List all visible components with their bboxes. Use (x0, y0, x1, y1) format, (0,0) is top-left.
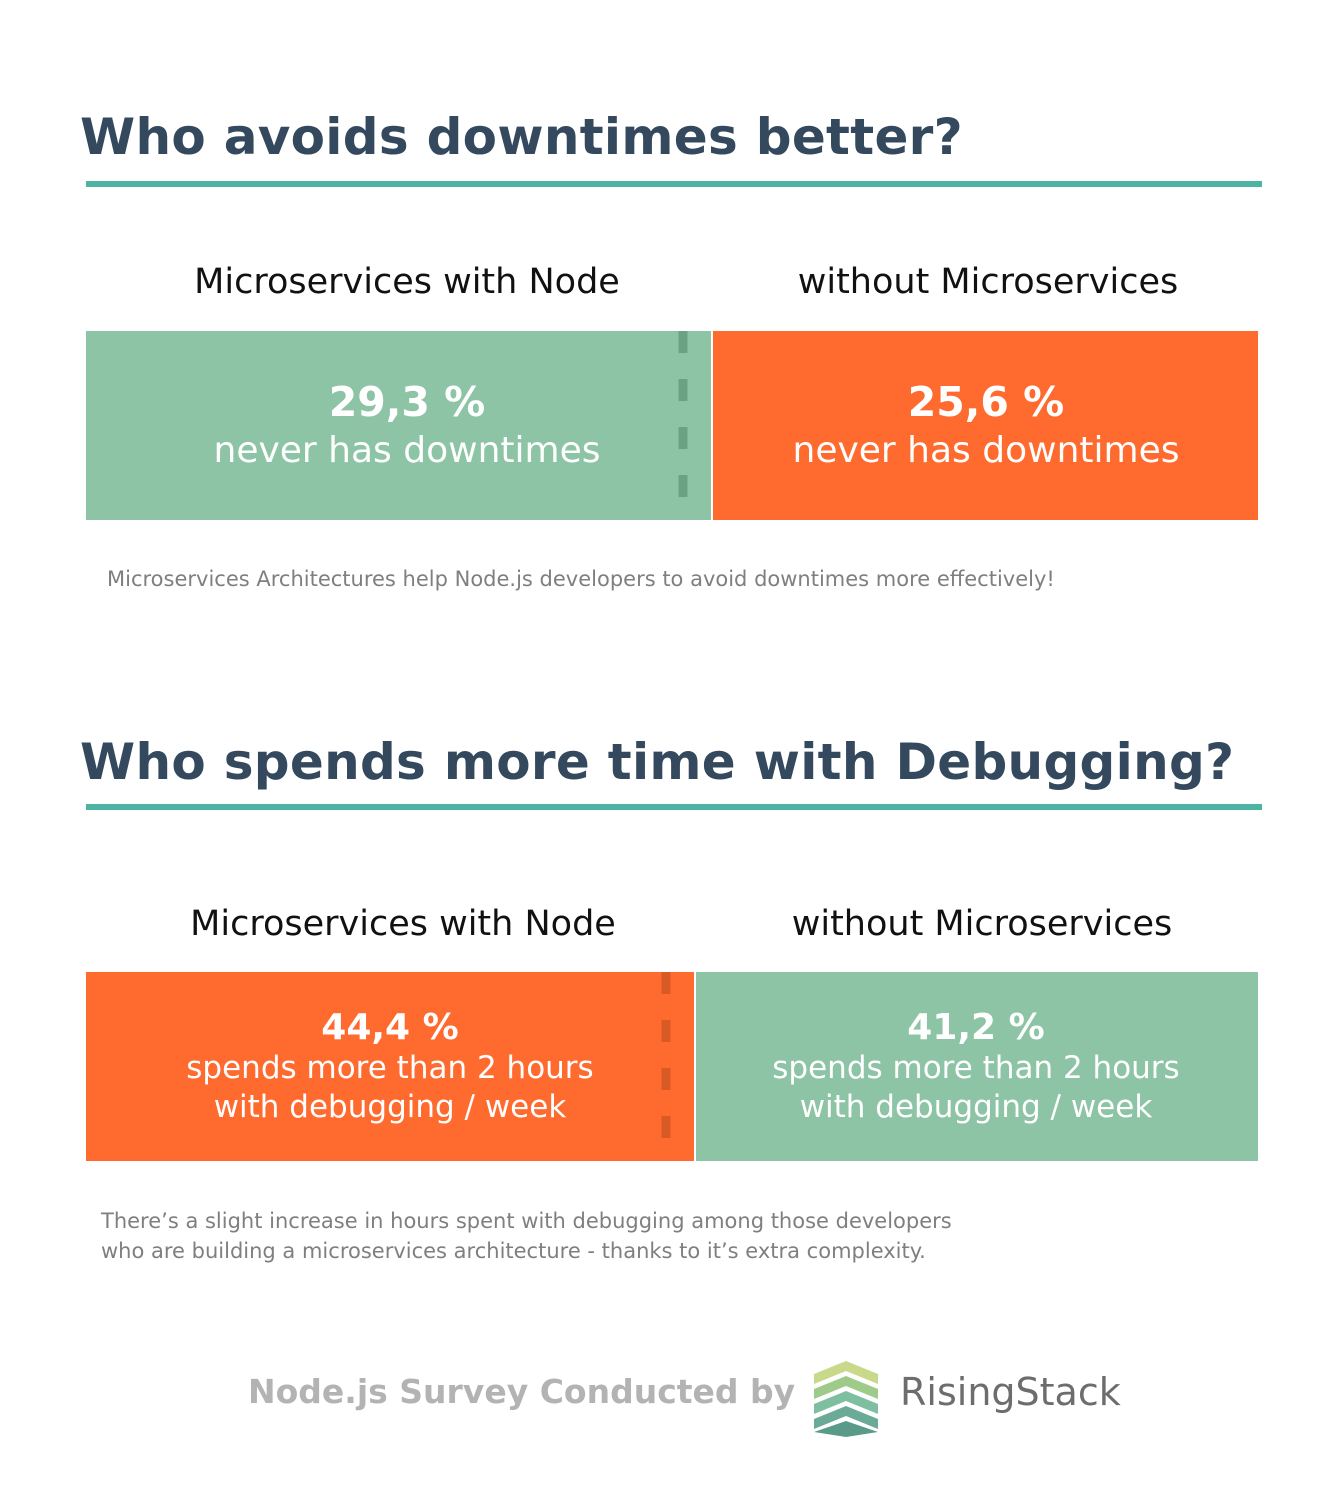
chart-1-description-2: never has downtimes (792, 429, 1180, 471)
chart-2-description-2-line-2: with debugging / week (799, 1089, 1153, 1126)
chart-2-category-label-1: Microservices with Node (190, 904, 616, 944)
chart-1-category-label-2: without Microservices (797, 262, 1179, 302)
chart-2-description-1-line-2: with debugging / week (213, 1089, 567, 1126)
chart-2-svg (86, 972, 1258, 1161)
chart-2-value-label-1: 44,4 % (321, 1007, 459, 1049)
chart-2-note: There’s a slight increase in hours spent… (101, 1206, 952, 1266)
chart-2-description-1-line-1: spends more than 2 hours (186, 1050, 594, 1087)
chart-2-category-label-2: without Microservices (791, 904, 1173, 944)
chart-1-box-1-text: 29,3 % never has downtimes (86, 331, 728, 520)
chart-2-box-2-text: 41,2 % spends more than 2 hours with deb… (694, 972, 1258, 1161)
chart-1-value-label-2: 25,6 % (907, 378, 1065, 427)
risingstack-logo-icon (814, 1361, 878, 1437)
section-2-title: Who spends more time with Debugging? (80, 733, 1235, 791)
section-1-title: Who avoids downtimes better? (80, 108, 963, 166)
chart-1-note: Microservices Architectures help Node.js… (107, 567, 1055, 591)
chart-1-box-2-text: 25,6 % never has downtimes (714, 331, 1258, 520)
chart-1-bar-2 (713, 331, 1258, 520)
chart-1-value-label-1: 29,3 % (328, 378, 486, 427)
chart-2-note-line-1: There’s a slight increase in hours spent… (101, 1209, 952, 1233)
chart-1-category-label-1: Microservices with Node (194, 262, 620, 302)
chart-2-bar-1 (86, 972, 694, 1161)
chart-1-description-1: never has downtimes (213, 429, 601, 471)
chart-1: 29,3 % never has downtimes 25,6 % never … (86, 331, 1258, 520)
footer-brand: RisingStack (900, 1370, 1121, 1414)
footer-text: Node.js Survey Conducted by (248, 1372, 796, 1411)
chart-2-value-label-2: 41,2 % (907, 1007, 1045, 1049)
section-1-rule (86, 181, 1262, 187)
chart-1-svg (86, 331, 1258, 520)
chart-2-bar-2 (696, 972, 1258, 1161)
chart-2-box-1-text: 44,4 % spends more than 2 hours with deb… (86, 972, 694, 1161)
section-2-rule (86, 804, 1262, 810)
chart-2-description-2-line-1: spends more than 2 hours (772, 1050, 1180, 1087)
chart-1-bar-1 (86, 331, 711, 520)
chart-2-note-line-2: who are building a microservices archite… (101, 1239, 926, 1263)
chart-2: 44,4 % spends more than 2 hours with deb… (86, 972, 1258, 1161)
